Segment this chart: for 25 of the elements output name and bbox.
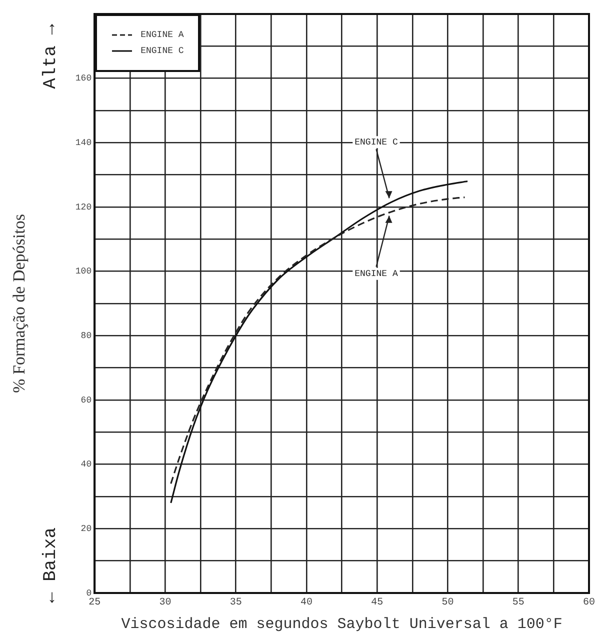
text: ← Baixa [40, 527, 61, 603]
legend-label: ENGINE C [140, 46, 184, 56]
annotation: ENGINE A [354, 269, 398, 280]
y-tick-label: 40 [80, 460, 92, 470]
x-tick-label: 35 [230, 598, 242, 609]
legend-label: ENGINE A [140, 30, 184, 40]
y-tick-label: 60 [80, 395, 92, 406]
y-tick-label: 140 [75, 138, 92, 148]
x-tick-label: 45 [371, 598, 384, 609]
y-tick-label: 20 [80, 524, 92, 534]
x-axis-title: Viscosidade em segundos Saybolt Universal a 100°F [121, 616, 562, 633]
y-tick-label: 80 [80, 331, 92, 342]
y-axis-title: % Formação de Depósitos [10, 214, 29, 393]
x-tick-label: 30 [159, 598, 172, 609]
text: Alta → [40, 24, 61, 89]
x-tick-label: 40 [300, 598, 312, 609]
x-tick-label: 50 [442, 598, 454, 609]
x-tick-label: 25 [88, 598, 101, 609]
x-tick-label: 60 [582, 598, 596, 609]
y-tick-label: 160 [75, 74, 92, 84]
annotation: ENGINE C [354, 138, 398, 148]
y-tick-label: 100 [75, 266, 92, 277]
x-tick-label: 55 [512, 598, 524, 609]
y-tick-label: 120 [75, 202, 92, 212]
y-tick-label: 0 [86, 588, 92, 598]
